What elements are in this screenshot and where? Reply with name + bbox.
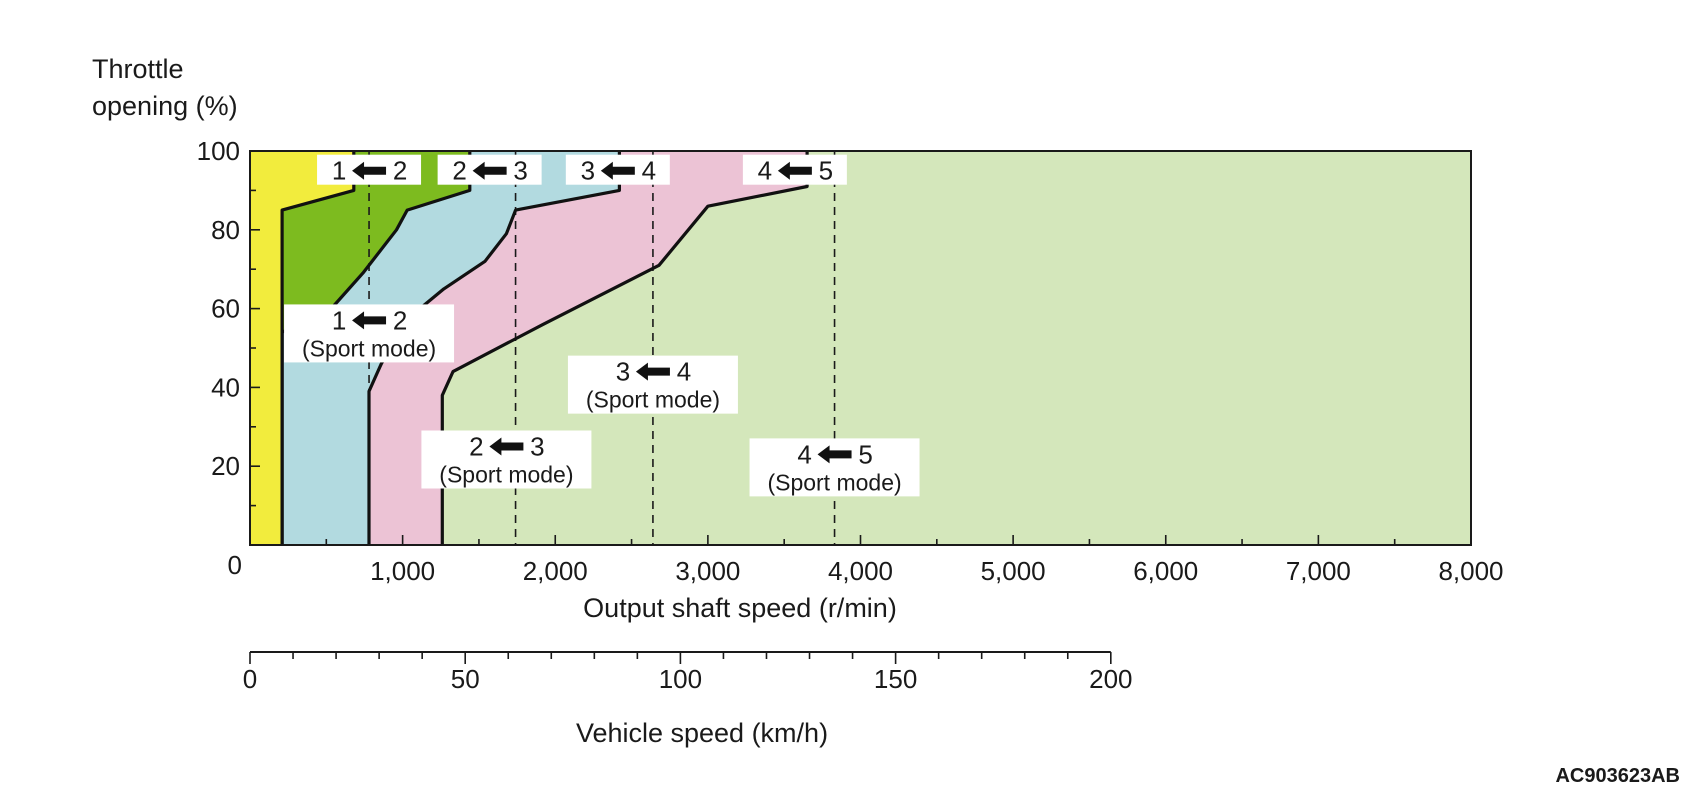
shift-to-gear: 3 bbox=[530, 432, 544, 462]
x-tick-label: 8,000 bbox=[1438, 556, 1503, 586]
y-axis-title-line1: Throttle bbox=[92, 54, 184, 84]
x-tick-label: 1,000 bbox=[370, 556, 435, 586]
x-tick-label: 2,000 bbox=[523, 556, 588, 586]
shift-to-gear: 2 bbox=[393, 156, 407, 186]
y-tick-label: 0 bbox=[228, 550, 242, 580]
x-tick-label: 3,000 bbox=[675, 556, 740, 586]
shift-to-gear: 5 bbox=[858, 439, 872, 469]
y-tick-label: 100 bbox=[197, 136, 240, 166]
figure-code: AC903623AB bbox=[1555, 765, 1680, 787]
shift-from-gear: 4 bbox=[797, 439, 811, 469]
shift-from-gear: 1 bbox=[332, 305, 346, 335]
shift-from-gear: 3 bbox=[581, 156, 595, 186]
x2-tick-label: 200 bbox=[1089, 664, 1132, 694]
x-tick-label: 7,000 bbox=[1286, 556, 1351, 586]
y-tick-label: 20 bbox=[211, 451, 240, 481]
shift-from-gear: 1 bbox=[332, 156, 346, 186]
x2-tick-label: 0 bbox=[243, 664, 257, 694]
sport-mode-label: (Sport mode) bbox=[767, 469, 901, 495]
shift-label-1-2-sport: 1 2(Sport mode) bbox=[284, 304, 455, 363]
x2-axis-title: Vehicle speed (km/h) bbox=[576, 718, 828, 748]
sport-mode-label: (Sport mode) bbox=[586, 387, 720, 413]
left-arrow-icon bbox=[777, 161, 812, 180]
shift-lines bbox=[280, 151, 836, 545]
shift-from-gear: 2 bbox=[469, 432, 483, 462]
left-arrow-icon bbox=[352, 311, 387, 330]
shift-label-bg bbox=[567, 355, 738, 414]
sport-mode-label: (Sport mode) bbox=[302, 335, 436, 361]
y-axis-title-line2: opening (%) bbox=[92, 91, 238, 121]
shift-to-gear: 2 bbox=[393, 305, 407, 335]
shift-line-4-5 bbox=[440, 151, 809, 545]
left-arrow-icon bbox=[352, 161, 387, 180]
shift-to-gear: 4 bbox=[677, 357, 691, 387]
shift-label-bg bbox=[421, 430, 592, 489]
left-arrow-icon bbox=[489, 437, 524, 456]
x2-tick-label: 150 bbox=[874, 664, 917, 694]
left-arrow-icon bbox=[472, 161, 507, 180]
x-tick-label: 4,000 bbox=[828, 556, 893, 586]
shift-label-bg bbox=[284, 304, 455, 363]
shift-to-gear: 4 bbox=[642, 156, 656, 186]
y-tick-label: 60 bbox=[211, 294, 240, 324]
sport-mode-label: (Sport mode) bbox=[439, 462, 573, 488]
shift-from-gear: 2 bbox=[452, 156, 466, 186]
x2-tick-label: 100 bbox=[659, 664, 702, 694]
shift-label-3-4-sport: 3 4(Sport mode) bbox=[567, 355, 738, 414]
shift-label-bg bbox=[749, 438, 920, 497]
shift-label-4-5-sport: 4 5(Sport mode) bbox=[749, 438, 920, 497]
shift-label-2-3-sport: 2 3(Sport mode) bbox=[421, 430, 592, 489]
zone-gear-1 bbox=[250, 151, 354, 545]
shift-from-gear: 3 bbox=[616, 357, 630, 387]
zone-gear-2 bbox=[250, 151, 470, 545]
x-tick-label: 6,000 bbox=[1133, 556, 1198, 586]
left-arrow-icon bbox=[635, 362, 670, 381]
y-tick-label: 40 bbox=[211, 372, 240, 402]
y-tick-label: 80 bbox=[211, 215, 240, 245]
x-tick-label: 5,000 bbox=[981, 556, 1046, 586]
shift-to-gear: 5 bbox=[819, 156, 833, 186]
x-axis-title: Output shaft speed (r/min) bbox=[583, 593, 897, 623]
left-arrow-icon bbox=[817, 445, 852, 464]
shift-line-3-4 bbox=[367, 151, 622, 545]
shift-labels: 1 2 2 3 3 4 4 51 2(Sport mode)3 4(Sport mode)2 3(S… bbox=[284, 154, 920, 497]
shift-to-gear: 3 bbox=[513, 156, 527, 186]
left-arrow-icon bbox=[600, 161, 635, 180]
shift-from-gear: 4 bbox=[758, 156, 772, 186]
x2-tick-label: 50 bbox=[451, 664, 480, 694]
